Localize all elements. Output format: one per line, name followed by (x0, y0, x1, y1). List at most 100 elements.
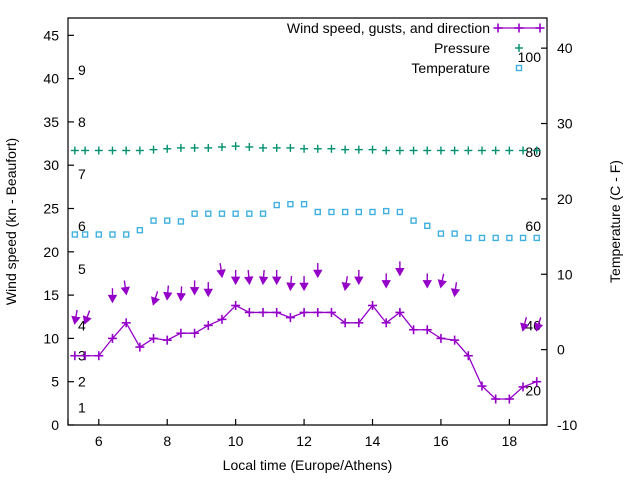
marker-square (410, 217, 417, 224)
x-tick-label-10: 10 (228, 433, 244, 449)
plot-frame (67, 17, 548, 426)
wind-arrow-head (244, 276, 254, 286)
x-tick-label-16: 16 (433, 433, 449, 449)
x-axis-ticks: 6 8 10 12 14 16 18 (67, 419, 517, 449)
marker-square (424, 222, 431, 230)
wind-arrow (120, 280, 130, 296)
wind-arrow-head (271, 276, 282, 286)
wind-arrow (395, 261, 405, 277)
marker-square (478, 234, 486, 242)
y-tick-label-30: 30 (43, 157, 59, 173)
y-tick-label-40: 40 (43, 71, 59, 87)
wind-arrow-head (216, 269, 226, 279)
pressure-scale-label-80: 80 (525, 144, 541, 160)
wind-arrow-head (176, 292, 186, 302)
y-tick-label-5: 5 (51, 374, 59, 390)
wind-arrow (341, 276, 351, 292)
wind-arrow (82, 310, 92, 325)
wind-arrow (313, 263, 323, 279)
wind-arrow (230, 269, 241, 286)
marker-square (451, 230, 458, 237)
series-1 (70, 142, 541, 155)
wind-arrow (286, 276, 296, 292)
x-axis-label: Local time (Europe/Athens) (223, 457, 393, 473)
marker-square (369, 208, 376, 216)
wind-arrow (151, 291, 160, 306)
wind-arrow-head (354, 276, 364, 286)
marker-square (300, 200, 308, 208)
y2-tick-label-40: 40 (557, 40, 573, 56)
marker-square (382, 207, 390, 215)
wind-arrow (520, 317, 530, 332)
wind-arrow (244, 269, 254, 286)
beaufort-label-4: 4 (78, 317, 86, 333)
wind-arrow-head (341, 282, 351, 292)
wind-arrow-head (163, 291, 173, 301)
beaufort-label-1: 1 (78, 400, 86, 416)
y-tick-label-15: 15 (43, 287, 59, 303)
y-tick-label-45: 45 (43, 27, 59, 43)
wind-arrow (258, 269, 269, 286)
marker-square (515, 64, 523, 72)
y2-tick-label--10: -10 (557, 417, 577, 433)
y-tick-label-35: 35 (43, 114, 59, 130)
beaufort-label-7: 7 (78, 166, 86, 182)
beaufort-label-5: 5 (78, 261, 86, 277)
marker-square (287, 200, 294, 208)
data-series-group (70, 142, 542, 404)
marker-square (492, 234, 499, 242)
wind-arrow-head (258, 276, 269, 286)
marker-square (533, 234, 540, 242)
marker-square (164, 217, 171, 224)
marker-square (314, 208, 321, 216)
y2-tick-label-20: 20 (557, 191, 573, 207)
wind-arrow (71, 309, 81, 325)
wind-direction-arrows (71, 261, 544, 332)
marker-square (246, 210, 253, 217)
marker-square (232, 210, 239, 217)
y2-tick-label-10: 10 (557, 266, 573, 282)
marker-square (437, 230, 445, 237)
wind-arrow (422, 273, 432, 289)
wind-arrow-head (203, 288, 213, 298)
wind-arrow (176, 286, 186, 302)
y2-axis-ticks: -10 0 10 20 30 40 (541, 40, 577, 433)
legend-label-0: Wind speed, gusts, and direction (287, 20, 490, 36)
wind-arrow (189, 280, 200, 296)
x-tick-label-12: 12 (296, 433, 312, 449)
y-tick-label-0: 0 (51, 417, 59, 433)
wind-arrow (271, 269, 282, 286)
wind-arrow-head (151, 296, 160, 306)
marker-square (396, 208, 404, 216)
wind-arrow (437, 273, 447, 289)
y2-axis-label: Temperature (C - F) (607, 160, 623, 283)
wind-arrow-head (422, 280, 432, 289)
wind-arrow-head (107, 294, 118, 304)
x-tick-label-14: 14 (365, 433, 381, 449)
wind-arrow (107, 288, 118, 304)
marker-square (341, 208, 349, 216)
marker-square (136, 226, 144, 234)
wind-arrow-head (313, 269, 323, 279)
wind-arrow-head (286, 282, 296, 292)
legend-label-1: Pressure (434, 40, 490, 56)
wind-arrow (163, 285, 173, 301)
marker-square (328, 208, 335, 216)
wind-arrow-head (230, 276, 241, 286)
marker-square (177, 218, 185, 225)
series-2 (71, 200, 540, 242)
pressure-scale-label-20: 20 (525, 382, 541, 398)
wind-arrow-head (520, 322, 530, 332)
marker-square (273, 201, 280, 209)
y-axis-ticks: 0 5 10 15 20 25 30 35 40 45 (43, 27, 74, 433)
beaufort-label-6: 6 (78, 218, 86, 234)
marker-square (205, 210, 212, 217)
marker-square (122, 231, 130, 238)
marker-square (465, 234, 472, 242)
marker-square (506, 234, 513, 242)
y2-tick-label-0: 0 (557, 342, 565, 358)
marker-square (150, 217, 157, 224)
